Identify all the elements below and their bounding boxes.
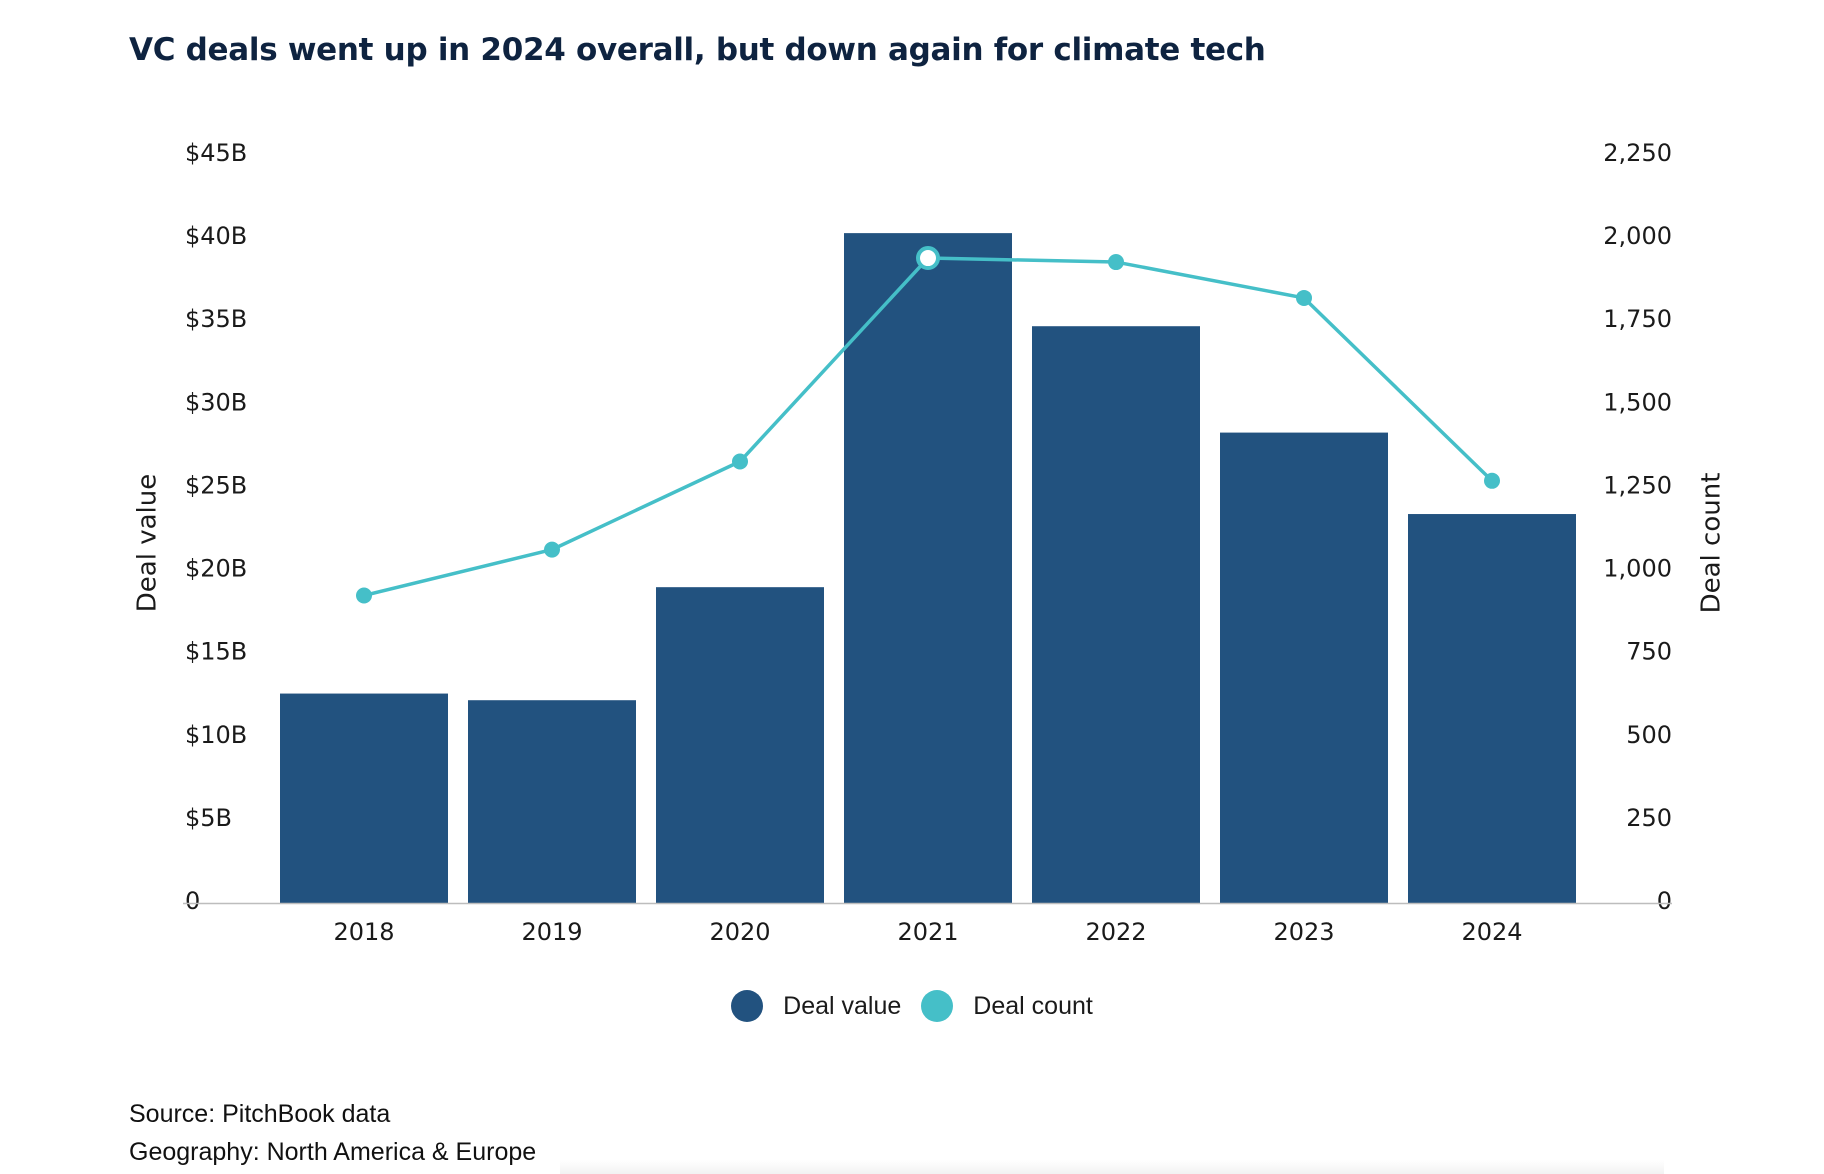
legend-swatch-deal-count	[921, 990, 954, 1022]
x-tick-label: 2020	[709, 918, 770, 946]
x-tick-label: 2024	[1461, 918, 1522, 946]
point-deal-count	[1108, 254, 1124, 271]
bar-deal-value	[1032, 326, 1200, 904]
point-deal-count	[544, 541, 560, 558]
y-left-tick-label: $15B	[185, 638, 247, 666]
y-right-tick-label: 1,000	[1603, 555, 1672, 583]
bar-deal-value	[1220, 432, 1388, 903]
y-left-axis-title: Deal value	[133, 474, 163, 612]
legend: Deal value Deal count	[0, 990, 1824, 1022]
y-right-tick-label: 1,500	[1603, 388, 1672, 416]
y-left-tick-label: $30B	[185, 388, 247, 416]
chart-svg: 0 $5B $10B $15B $20B $25B $30B $35B $40B $45B 0 250…	[133, 139, 1727, 946]
x-tick-label: 2018	[333, 918, 394, 946]
y-left-tick-label: $20B	[185, 555, 247, 583]
legend-label-deal-count: Deal count	[973, 991, 1093, 1020]
y-left-tick-label: $5B	[185, 804, 232, 832]
legend-item-deal-count[interactable]: Deal count	[921, 990, 1093, 1022]
x-tick-label: 2022	[1085, 918, 1146, 946]
source-note: Source: PitchBook data	[129, 1100, 391, 1128]
legend-item-deal-value[interactable]: Deal value	[731, 990, 901, 1022]
bar-deal-value	[280, 693, 448, 903]
bar-deal-value	[468, 700, 636, 903]
y-right-tick-label: 1,250	[1603, 471, 1672, 499]
legend-swatch-deal-value	[731, 990, 764, 1022]
y-left-tick-label: $45B	[185, 139, 247, 167]
y-right-tick-label: 2,000	[1603, 222, 1672, 250]
y-left-tick-label: $40B	[185, 222, 247, 250]
bottom-fade	[560, 1160, 1664, 1174]
point-deal-count	[356, 587, 372, 604]
point-deal-count	[732, 453, 748, 470]
y-right-axis-title: Deal count	[1697, 473, 1727, 614]
y-right-tick-label: 250	[1626, 804, 1672, 832]
point-deal-count	[1296, 289, 1312, 306]
legend-label-deal-value: Deal value	[783, 991, 902, 1020]
x-tick-label: 2019	[521, 918, 582, 946]
y-right-tick-label: 2,250	[1603, 139, 1672, 167]
x-tick-label: 2023	[1273, 918, 1334, 946]
y-left-tick-label: $10B	[185, 721, 247, 749]
y-left-tick-label: 0	[185, 887, 200, 915]
y-left-tick-label: $35B	[185, 305, 247, 333]
bar-deal-value	[1408, 514, 1576, 903]
x-tick-label: 2021	[897, 918, 958, 946]
bar-deal-value	[656, 587, 824, 903]
y-right-tick-label: 1,750	[1603, 305, 1672, 333]
point-deal-count	[1484, 472, 1500, 489]
chart-title: VC deals went up in 2024 overall, but do…	[129, 32, 1266, 68]
y-left-tick-label: $25B	[185, 471, 247, 499]
point-deal-count-highlighted	[916, 246, 940, 271]
y-right-tick-label: 0	[1657, 887, 1672, 915]
bar-deal-value	[844, 233, 1012, 903]
geography-note: Geography: North America & Europe	[129, 1138, 537, 1166]
y-right-tick-label: 750	[1626, 638, 1672, 666]
y-right-tick-label: 500	[1626, 721, 1672, 749]
